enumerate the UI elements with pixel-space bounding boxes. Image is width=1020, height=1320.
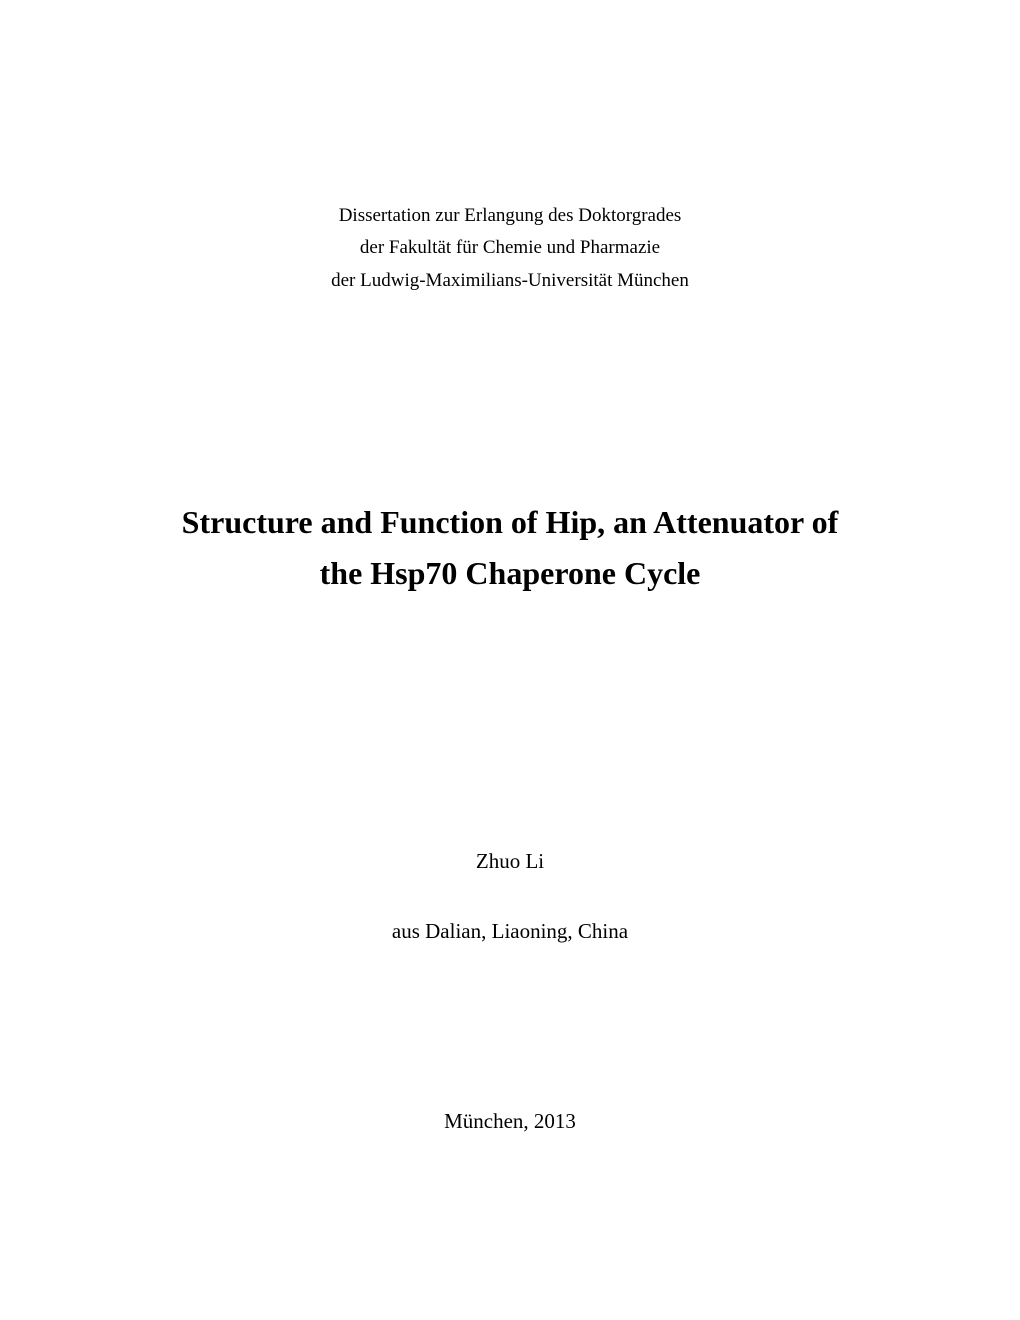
title-line-1: Structure and Function of Hip, an Attenu…: [120, 497, 900, 548]
header-line-3: der Ludwig-Maximilians-Universität Münch…: [120, 265, 900, 297]
title-page: Dissertation zur Erlangung des Doktorgra…: [0, 0, 1020, 1320]
location-date: München, 2013: [120, 1109, 900, 1134]
location-block: München, 2013: [120, 1109, 900, 1134]
author-block: Zhuo Li: [120, 849, 900, 874]
header-line-1: Dissertation zur Erlangung des Doktorgra…: [120, 200, 900, 232]
header-line-2: der Fakultät für Chemie und Pharmazie: [120, 232, 900, 264]
author-name: Zhuo Li: [120, 849, 900, 874]
origin-text: aus Dalian, Liaoning, China: [120, 919, 900, 944]
dissertation-header: Dissertation zur Erlangung des Doktorgra…: [120, 200, 900, 297]
origin-block: aus Dalian, Liaoning, China: [120, 919, 900, 944]
dissertation-title: Structure and Function of Hip, an Attenu…: [120, 497, 900, 599]
title-line-2: the Hsp70 Chaperone Cycle: [120, 548, 900, 599]
